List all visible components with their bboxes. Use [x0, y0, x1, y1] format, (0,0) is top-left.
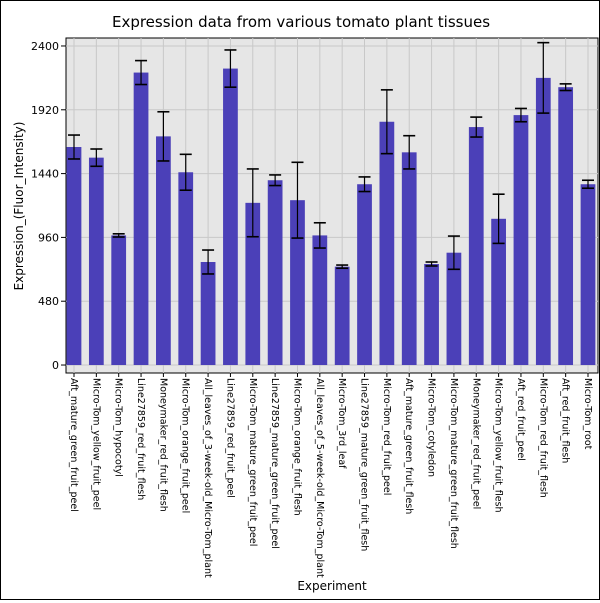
x-tick-label: Micro-Tom_red_fruit_peel	[381, 378, 392, 495]
y-tick-label: 960	[38, 231, 59, 244]
bar	[156, 136, 171, 366]
bar	[267, 180, 283, 366]
bar	[111, 235, 127, 366]
x-tick-label: Line27859_mature_green_fruit_flesh	[359, 378, 370, 551]
bar	[446, 252, 462, 366]
bar	[133, 72, 149, 366]
bar	[223, 68, 238, 366]
bar	[379, 121, 395, 366]
bar	[491, 218, 506, 366]
x-tick-label: Aft_red_fruit_flesh	[560, 378, 571, 463]
bar	[312, 235, 328, 366]
x-tick-label: Micro-Tom_3rd_leaf	[336, 378, 347, 469]
plot-area	[65, 37, 599, 374]
y-tick-label: 2400	[31, 40, 59, 53]
bar	[535, 77, 551, 366]
bar	[200, 261, 216, 366]
bar	[178, 172, 194, 366]
x-tick-label: Micro-Tom_orange_fruit_peel	[180, 378, 191, 513]
x-tick-label: Aft_mature_green_fruit_peel	[68, 378, 79, 512]
bar	[401, 152, 417, 366]
x-tick-label: Micro-Tom_root	[582, 378, 593, 450]
x-tick-label: Aft_mature_green_fruit_flesh	[403, 378, 414, 514]
y-tick-label: 0	[52, 359, 59, 372]
x-tick-label: Moneymaker_red_fruit_peel	[470, 378, 481, 509]
bar	[334, 266, 350, 366]
bar-layer	[66, 41, 596, 366]
x-tick-label: Aft_red_fruit_peel	[515, 378, 526, 461]
bar	[424, 263, 439, 366]
bar	[357, 184, 372, 366]
bar	[290, 200, 305, 366]
x-tick-label: Micro-Tom_mature_green_fruit_peel	[247, 378, 258, 546]
bar	[513, 115, 529, 366]
x-tick-label: Micro-Tom_orange_fruit_flesh	[291, 378, 302, 516]
x-axis-label: Experiment	[297, 579, 367, 593]
x-tick-label: Line27859_red_fruit_peel	[224, 378, 235, 498]
x-tick-label: Micro-Tom_red_fruit_flesh	[537, 378, 548, 498]
x-tick-label: All_leaves_of_5-week-old_Micro-Tom_plant	[314, 378, 325, 578]
y-tick-label: 1920	[31, 104, 59, 117]
axis-layer: 0 480 960 1440 1920 2400 Aft_mature_green_frui…	[31, 40, 593, 578]
x-tick-label: Moneymaker_red_fruit_flesh	[157, 378, 168, 512]
x-tick-label: Line27859_red_fruit_flesh	[135, 378, 146, 500]
x-tick-label: Micro-Tom_hypocotyl	[113, 378, 124, 477]
bar	[245, 202, 261, 366]
x-tick-label: Micro-Tom_yellow_fruit_flesh	[493, 378, 504, 513]
chart-title: Expression data from various tomato plan…	[112, 13, 490, 31]
bar	[88, 157, 104, 366]
y-tick-label: 1440	[31, 168, 59, 181]
x-tick-label: Micro-Tom_mature_green_fruit_flesh	[448, 378, 459, 549]
bar	[580, 184, 596, 366]
x-tick-label: All_leaves_of_3-week-old_Micro-Tom_plant	[202, 378, 213, 578]
bar	[66, 147, 82, 366]
y-tick-label: 480	[38, 295, 59, 308]
x-tick-label: Micro-Tom_yellow_fruit_peel	[90, 378, 101, 510]
x-tick-label: Line27859_mature_green_fruit_peel	[269, 378, 280, 549]
bar	[558, 87, 574, 366]
bar	[468, 127, 484, 366]
y-axis-label: Expression_(Fluor_Intensity)	[12, 122, 26, 291]
x-tick-label: Micro-Tom_cotyledon	[426, 378, 437, 477]
